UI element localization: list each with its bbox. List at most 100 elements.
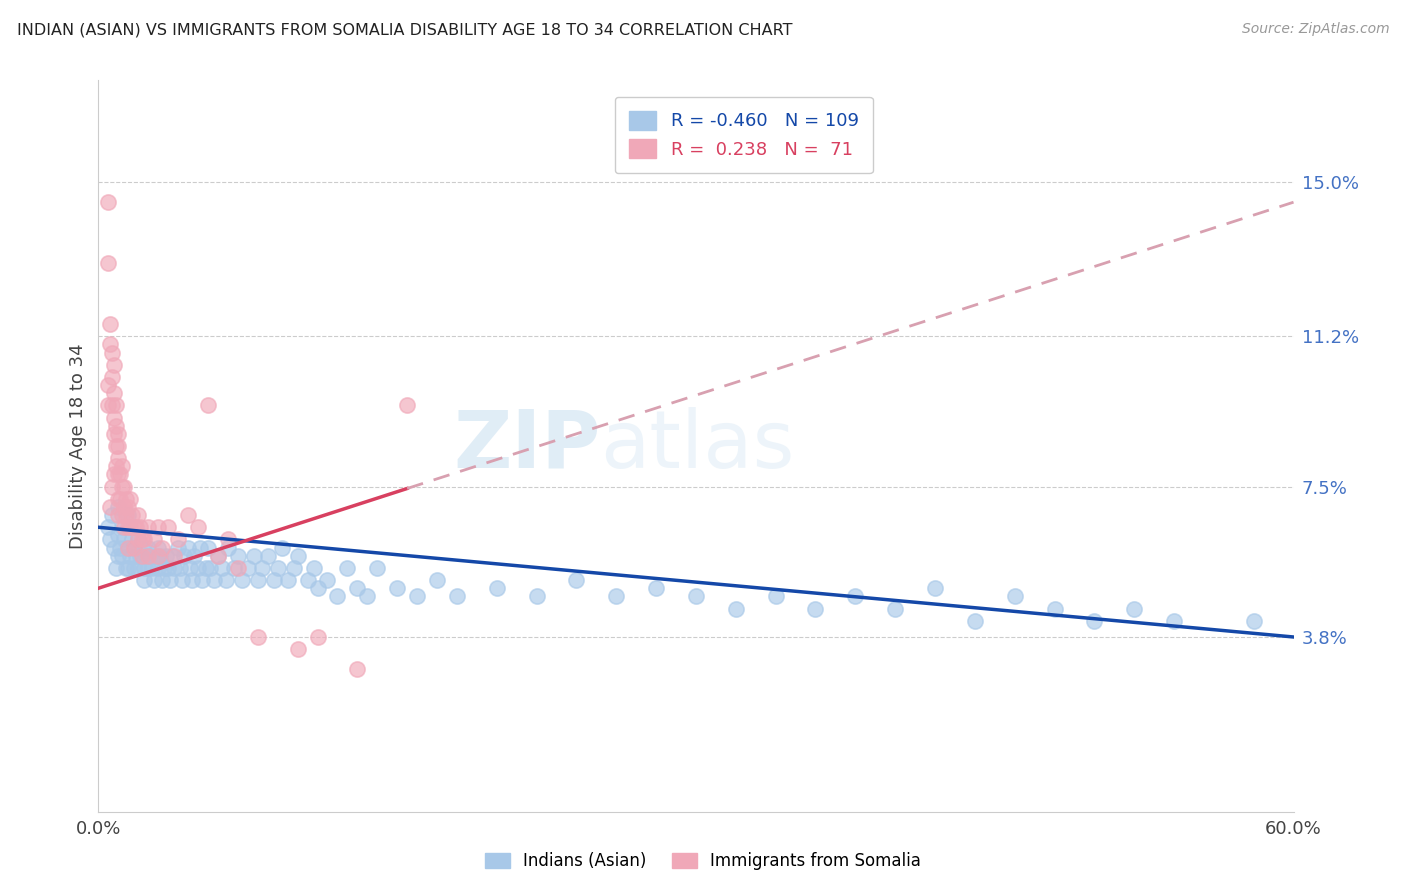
Point [125, 520, 148, 534]
Point [167, 533, 190, 547]
Point [101, 398, 124, 412]
Point [111, 520, 134, 534]
Point [124, 541, 146, 555]
Point [844, 590, 866, 604]
Point [198, 561, 221, 575]
Point [195, 561, 218, 575]
Point [110, 541, 132, 555]
Point [270, 541, 292, 555]
Point [1243, 614, 1265, 628]
Point [963, 614, 986, 628]
Point [231, 573, 253, 587]
Point [139, 549, 162, 563]
Text: Source: ZipAtlas.com: Source: ZipAtlas.com [1241, 22, 1389, 37]
Point [148, 549, 170, 563]
Point [107, 426, 129, 441]
Point [804, 601, 827, 615]
Point [120, 549, 142, 563]
Text: ZIP: ZIP [453, 407, 600, 485]
Point [724, 601, 747, 615]
Point [446, 590, 468, 604]
Point [283, 561, 305, 575]
Point [197, 398, 219, 412]
Point [112, 520, 135, 534]
Point [172, 573, 194, 587]
Point [115, 491, 138, 506]
Point [111, 459, 134, 474]
Point [605, 590, 627, 604]
Point [287, 549, 309, 563]
Point [101, 480, 124, 494]
Point [150, 573, 173, 587]
Point [163, 561, 186, 575]
Point [148, 520, 170, 534]
Point [173, 549, 195, 563]
Point [127, 561, 149, 575]
Point [135, 549, 157, 563]
Point [316, 573, 339, 587]
Point [97, 256, 120, 270]
Point [97, 520, 120, 534]
Point [1043, 601, 1066, 615]
Text: atlas: atlas [600, 407, 794, 485]
Point [129, 520, 152, 534]
Point [120, 520, 142, 534]
Point [297, 573, 319, 587]
Point [346, 663, 368, 677]
Point [101, 370, 124, 384]
Point [924, 581, 946, 595]
Point [181, 573, 204, 587]
Point [107, 500, 129, 514]
Point [167, 541, 190, 555]
Point [136, 520, 159, 534]
Point [117, 541, 139, 555]
Point [287, 642, 309, 657]
Point [105, 561, 128, 575]
Point [222, 561, 245, 575]
Point [97, 378, 120, 392]
Point [134, 561, 156, 575]
Point [124, 520, 146, 534]
Point [150, 541, 173, 555]
Point [103, 426, 125, 441]
Point [243, 549, 266, 563]
Point [226, 561, 249, 575]
Point [124, 561, 146, 575]
Point [197, 541, 219, 555]
Point [226, 549, 249, 563]
Point [148, 561, 170, 575]
Point [149, 549, 172, 563]
Point [136, 561, 159, 575]
Point [485, 581, 508, 595]
Point [117, 561, 139, 575]
Point [117, 500, 139, 514]
Point [211, 561, 233, 575]
Point [183, 549, 205, 563]
Point [131, 549, 153, 563]
Point [191, 573, 214, 587]
Point [107, 528, 129, 542]
Point [179, 561, 201, 575]
Point [131, 533, 153, 547]
Point [145, 549, 167, 563]
Point [112, 500, 135, 514]
Point [1123, 601, 1146, 615]
Point [157, 561, 180, 575]
Point [1004, 590, 1026, 604]
Point [98, 533, 122, 547]
Point [277, 573, 299, 587]
Point [134, 573, 156, 587]
Point [246, 630, 269, 644]
Point [160, 549, 183, 563]
Point [169, 561, 191, 575]
Point [125, 549, 148, 563]
Point [117, 508, 139, 522]
Point [107, 451, 129, 466]
Point [526, 590, 548, 604]
Point [177, 508, 200, 522]
Point [159, 573, 181, 587]
Point [1163, 614, 1185, 628]
Point [111, 549, 134, 563]
Point [187, 561, 209, 575]
Point [98, 500, 122, 514]
